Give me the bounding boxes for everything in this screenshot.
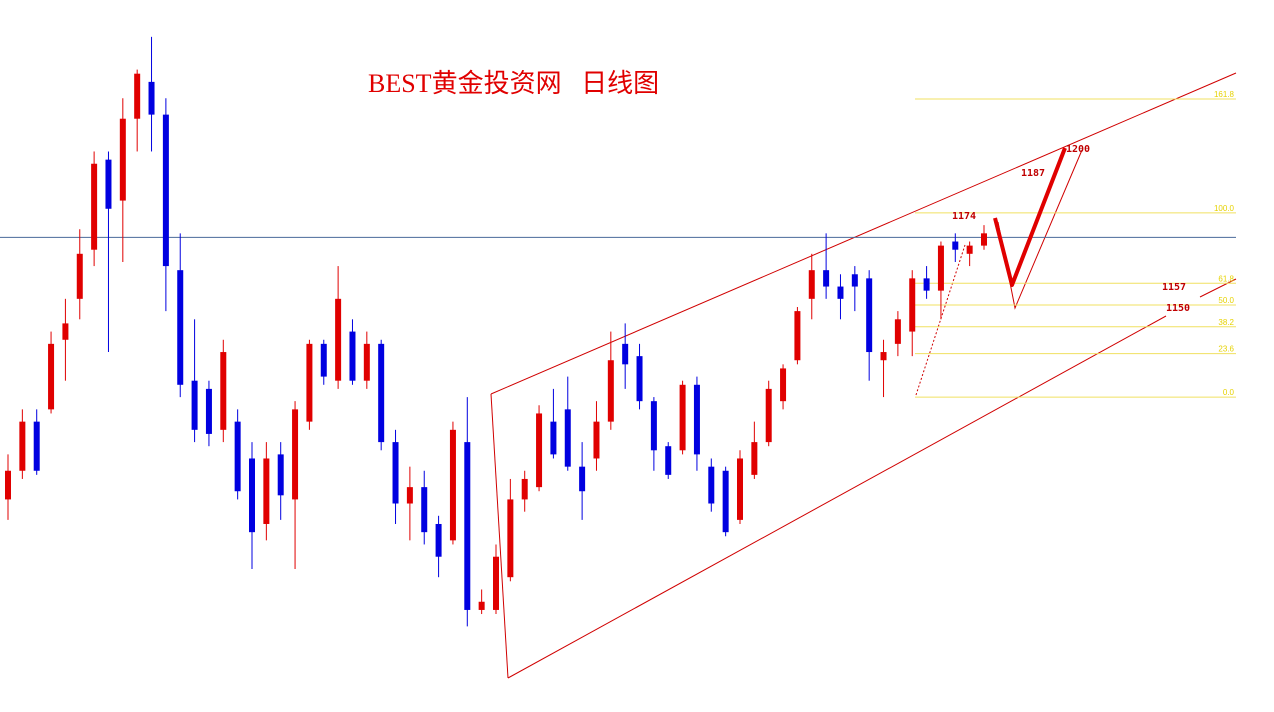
candle-body	[579, 466, 586, 492]
candle-body	[464, 442, 471, 610]
candle-body	[837, 286, 844, 299]
candle-body	[220, 352, 227, 430]
candle-body	[249, 458, 255, 533]
candle-body	[693, 384, 700, 455]
candle-body	[952, 241, 959, 250]
candle-body	[134, 73, 141, 119]
fib-label: 50.0	[1218, 296, 1234, 305]
candle-body	[263, 458, 270, 524]
candle-body	[607, 360, 614, 422]
candle-body	[722, 470, 729, 533]
candle-body	[91, 163, 98, 250]
candle-body	[851, 274, 858, 287]
candle-body	[162, 114, 169, 267]
candle-body	[536, 413, 543, 488]
candle-body	[363, 343, 370, 381]
candle-body	[292, 409, 299, 500]
candle-body	[177, 270, 184, 385]
candle-body	[737, 458, 743, 520]
candle-body	[119, 118, 126, 201]
channel-upper	[490, 72, 1237, 395]
candle-body	[493, 556, 499, 610]
candle-body	[751, 442, 758, 475]
price-label: 1187	[1021, 168, 1045, 179]
forecast-path	[993, 147, 1067, 287]
candle-body	[76, 253, 83, 299]
price-label: 1150	[1166, 303, 1190, 314]
candle-body	[33, 421, 40, 471]
candle-body	[650, 401, 657, 451]
candle-body	[550, 421, 557, 455]
candle-body	[421, 487, 428, 533]
candle-body	[937, 245, 944, 291]
candle-body	[5, 470, 11, 500]
candle-body	[320, 343, 327, 377]
candle-body	[19, 421, 26, 471]
fib-label: 38.2	[1218, 318, 1234, 327]
candle-body	[406, 487, 413, 504]
channel-side	[490, 393, 509, 679]
candle-body	[306, 343, 313, 422]
candle-body	[148, 81, 155, 115]
candle-body	[765, 388, 772, 443]
candle-body	[521, 478, 528, 500]
candle-body	[564, 409, 571, 467]
candle-body	[277, 454, 284, 496]
channel-lower	[507, 315, 1167, 679]
fib-label: 61.8	[1218, 274, 1234, 283]
candle-body	[48, 343, 55, 410]
candle-body	[981, 233, 987, 246]
candle-body	[880, 352, 887, 361]
candle-body	[708, 466, 715, 504]
candle-body	[234, 421, 241, 492]
candle-body	[349, 331, 356, 381]
candle-body	[636, 356, 643, 402]
fib-label: 100.0	[1214, 204, 1235, 213]
price-label: 1200	[1066, 144, 1090, 155]
candle-body	[679, 384, 686, 451]
candle-body	[205, 388, 212, 434]
chart-title: BEST黄金投资网 日线图	[368, 69, 659, 98]
candle-body	[593, 421, 600, 459]
fib-label: 23.6	[1218, 345, 1234, 354]
channel-lower-2	[1199, 278, 1237, 298]
candle-body	[866, 278, 873, 353]
candle-body	[478, 601, 485, 610]
candle-body	[780, 368, 787, 402]
candle-body	[622, 343, 629, 365]
candle-body	[794, 311, 801, 361]
price-label: 1157	[1162, 282, 1186, 293]
candle-body	[909, 278, 916, 332]
candle-body	[378, 343, 385, 443]
fib-label: 161.8	[1214, 90, 1235, 99]
trend-lines	[490, 72, 1237, 679]
candle-body	[105, 159, 112, 209]
candle-body	[923, 278, 930, 291]
candle-body	[449, 429, 456, 541]
candle-body	[966, 245, 973, 254]
candle-body	[191, 380, 198, 430]
candle-body	[894, 319, 901, 344]
candle-body	[665, 446, 672, 475]
candle-body	[335, 298, 342, 381]
fib-label: 0.0	[1223, 388, 1235, 397]
candle-body	[435, 523, 442, 557]
candle-body	[507, 499, 514, 578]
candle-body	[808, 270, 815, 299]
candle-body	[823, 270, 830, 287]
candle-body	[392, 442, 399, 504]
price-label: 1174	[952, 211, 976, 222]
candle-body	[62, 323, 69, 340]
